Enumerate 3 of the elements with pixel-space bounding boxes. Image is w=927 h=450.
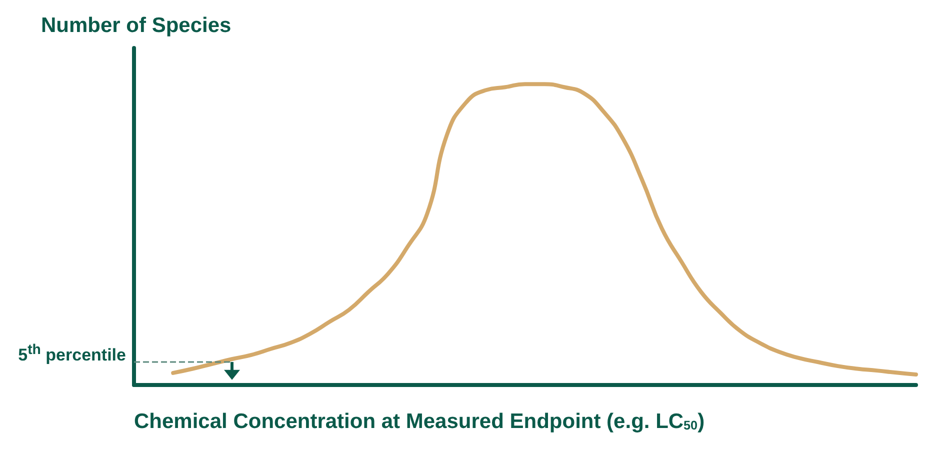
x-axis-title: Chemical Concentration at Measured Endpoint (e.g. LC50) [134,410,705,433]
y-axis-title: Number of Species [41,14,232,37]
ref-line-label: 5$^{th}$ percentile [18,341,126,366]
